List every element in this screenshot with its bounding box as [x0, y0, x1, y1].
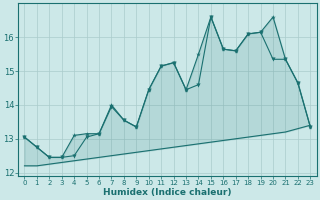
X-axis label: Humidex (Indice chaleur): Humidex (Indice chaleur) — [103, 188, 232, 197]
